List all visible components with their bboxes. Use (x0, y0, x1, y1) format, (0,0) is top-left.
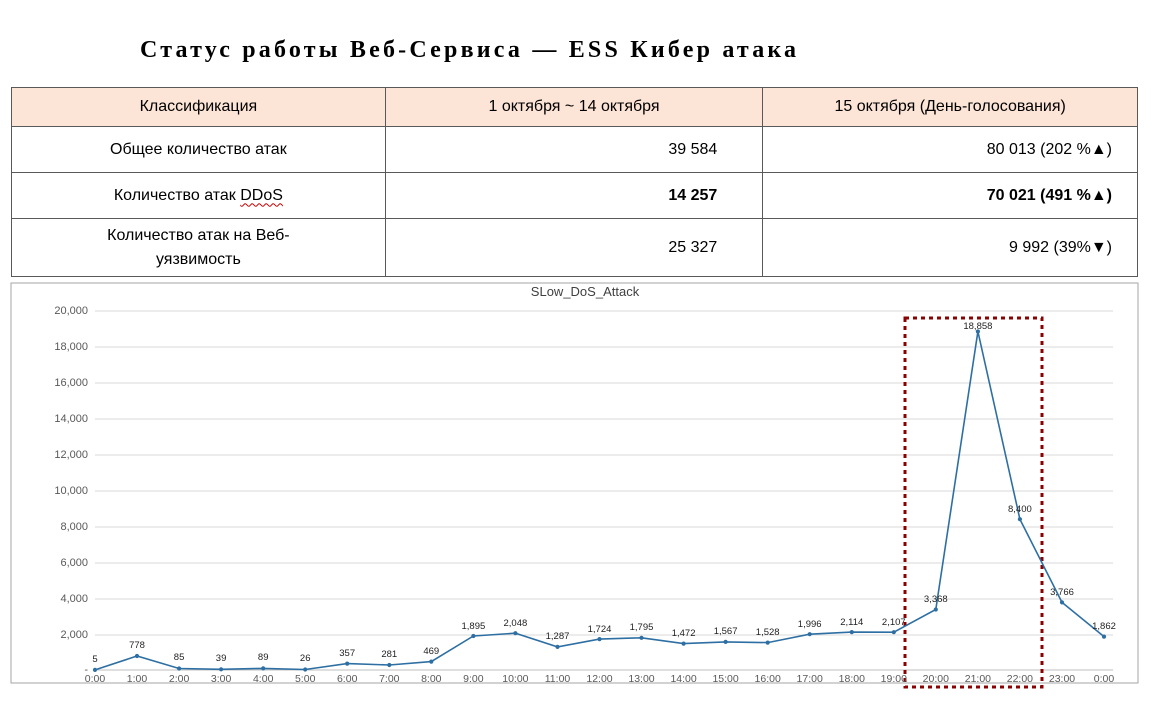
svg-text:20,000: 20,000 (54, 305, 88, 317)
svg-text:8,400: 8,400 (1008, 504, 1032, 515)
svg-text:1,862: 1,862 (1092, 621, 1116, 632)
svg-text:3,368: 3,368 (924, 594, 948, 605)
svg-text:357: 357 (339, 648, 355, 659)
svg-text:SLow_DoS_Attack: SLow_DoS_Attack (531, 284, 640, 299)
svg-text:26: 26 (300, 653, 311, 664)
svg-text:2:00: 2:00 (169, 673, 190, 685)
svg-text:14,000: 14,000 (54, 413, 88, 425)
svg-text:1,472: 1,472 (672, 628, 696, 639)
svg-text:39: 39 (216, 653, 227, 664)
svg-text:1,996: 1,996 (798, 619, 822, 630)
svg-text:16:00: 16:00 (755, 673, 781, 685)
svg-text:14:00: 14:00 (670, 673, 696, 685)
svg-text:6,000: 6,000 (60, 557, 88, 569)
svg-text:2,114: 2,114 (840, 617, 863, 628)
svg-text:5: 5 (92, 654, 97, 665)
svg-text:18,858: 18,858 (963, 321, 992, 332)
svg-text:16,000: 16,000 (54, 377, 88, 389)
svg-text:89: 89 (258, 652, 269, 663)
svg-text:17:00: 17:00 (797, 673, 823, 685)
svg-text:281: 281 (381, 649, 397, 660)
svg-text:19:00: 19:00 (881, 673, 907, 685)
svg-text:18:00: 18:00 (839, 673, 865, 685)
svg-text:1,528: 1,528 (756, 627, 780, 638)
svg-text:13:00: 13:00 (628, 673, 654, 685)
svg-text:4,000: 4,000 (60, 593, 88, 605)
svg-text:8,000: 8,000 (60, 521, 88, 533)
svg-text:1,287: 1,287 (546, 631, 570, 642)
svg-text:3,766: 3,766 (1050, 587, 1074, 598)
svg-text:23:00: 23:00 (1049, 673, 1075, 685)
svg-text:1,567: 1,567 (714, 626, 738, 637)
svg-text:2,107: 2,107 (882, 617, 906, 628)
svg-text:469: 469 (423, 646, 439, 657)
svg-text:2,000: 2,000 (60, 629, 88, 641)
svg-text:0:00: 0:00 (1094, 673, 1115, 685)
svg-text:8:00: 8:00 (421, 673, 442, 685)
svg-text:1,795: 1,795 (630, 622, 654, 633)
svg-text:3:00: 3:00 (211, 673, 232, 685)
svg-text:22:00: 22:00 (1007, 673, 1033, 685)
svg-text:12:00: 12:00 (586, 673, 612, 685)
svg-text:6:00: 6:00 (337, 673, 358, 685)
svg-text:4:00: 4:00 (253, 673, 274, 685)
svg-text:18,000: 18,000 (54, 341, 88, 353)
svg-text:10,000: 10,000 (54, 485, 88, 497)
svg-text:7:00: 7:00 (379, 673, 400, 685)
svg-text:778: 778 (129, 640, 145, 651)
svg-text:5:00: 5:00 (295, 673, 316, 685)
svg-text:9:00: 9:00 (463, 673, 484, 685)
svg-text:1,895: 1,895 (462, 621, 486, 632)
svg-text:15:00: 15:00 (712, 673, 738, 685)
svg-text:85: 85 (174, 652, 185, 663)
svg-text:1:00: 1:00 (127, 673, 148, 685)
svg-text:20:00: 20:00 (923, 673, 949, 685)
svg-text:2,048: 2,048 (504, 618, 528, 629)
svg-text:1,724: 1,724 (588, 624, 612, 635)
svg-text:11:00: 11:00 (545, 673, 571, 685)
svg-text:12,000: 12,000 (54, 449, 88, 461)
svg-text:21:00: 21:00 (965, 673, 991, 685)
svg-text:10:00: 10:00 (502, 673, 528, 685)
svg-text:0:00: 0:00 (85, 673, 106, 685)
